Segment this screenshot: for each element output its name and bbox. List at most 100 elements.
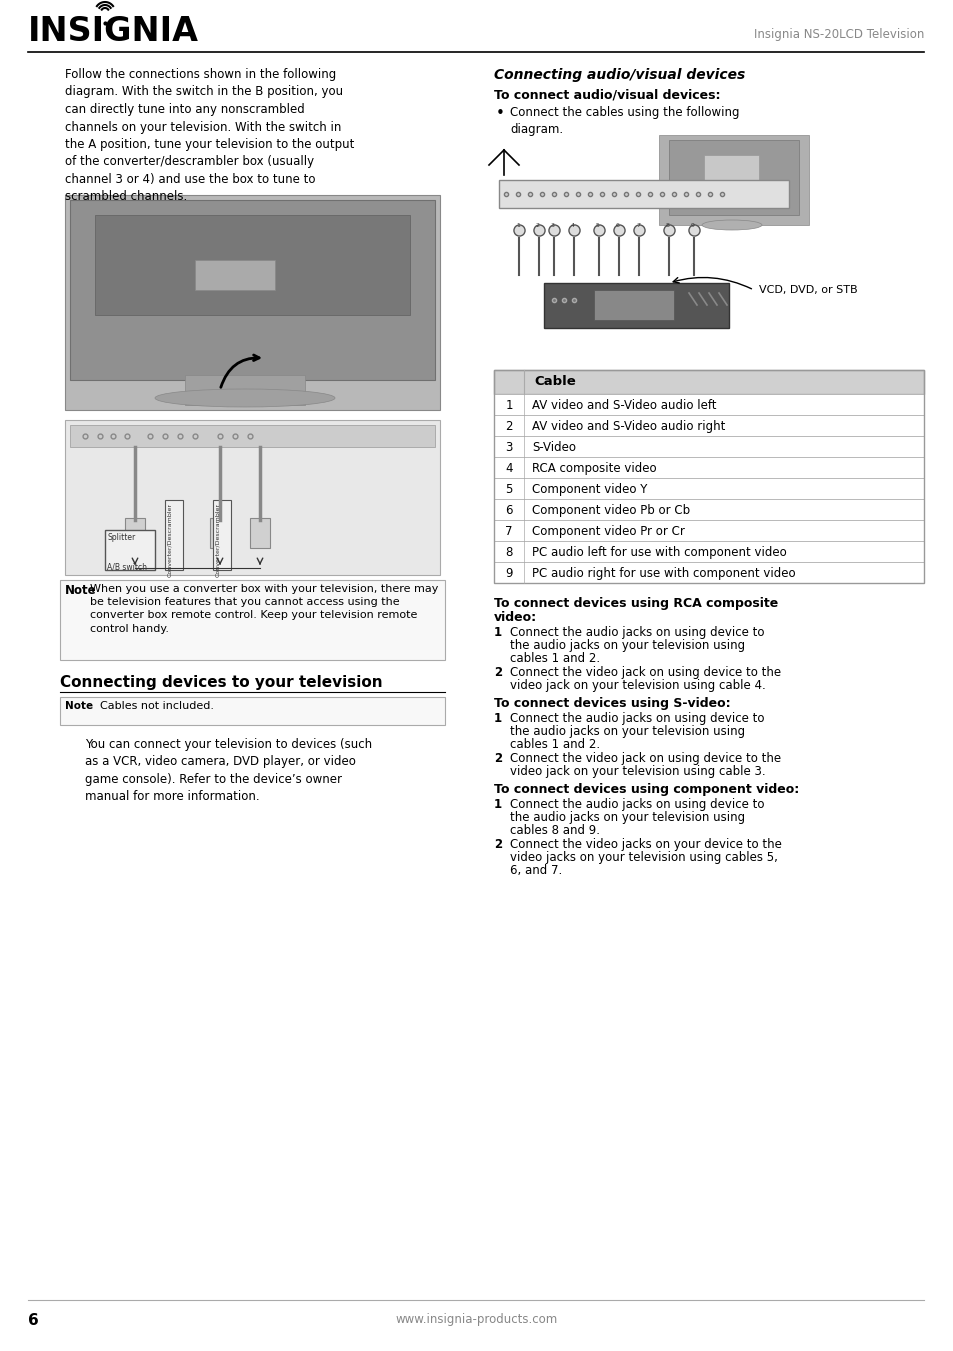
Text: cables 8 and 9.: cables 8 and 9.: [510, 824, 599, 838]
Text: 2: 2: [494, 666, 501, 680]
Text: Connect the video jack on using device to the: Connect the video jack on using device t…: [510, 753, 781, 765]
Text: Splitter: Splitter: [107, 534, 135, 542]
Bar: [194, 259, 274, 290]
Bar: [668, 141, 799, 215]
Ellipse shape: [154, 389, 335, 407]
Bar: [60, 697, 444, 725]
Text: 5: 5: [596, 223, 599, 228]
Text: video jacks on your television using cables 5,: video jacks on your television using cab…: [510, 851, 777, 865]
Text: 4: 4: [571, 223, 575, 228]
Text: www.insignia-products.com: www.insignia-products.com: [395, 1313, 558, 1325]
Text: Connect the video jack on using device to the: Connect the video jack on using device t…: [510, 666, 781, 680]
Text: the audio jacks on your television using: the audio jacks on your television using: [510, 725, 744, 738]
Bar: [125, 517, 145, 549]
Text: 1: 1: [494, 798, 501, 811]
Text: Component video Pb or Cb: Component video Pb or Cb: [532, 504, 689, 517]
Text: 7: 7: [636, 223, 639, 228]
Text: Connect the audio jacks on using device to: Connect the audio jacks on using device …: [510, 798, 763, 811]
Text: Note: Note: [65, 701, 93, 711]
Text: INSIGNIA: INSIGNIA: [28, 15, 199, 49]
Text: video jack on your television using cable 3.: video jack on your television using cabl…: [510, 765, 765, 778]
Bar: [494, 562, 923, 584]
Bar: [65, 420, 439, 576]
Text: cables 1 and 2.: cables 1 and 2.: [510, 738, 599, 751]
Text: 9: 9: [690, 223, 695, 228]
Bar: [703, 155, 759, 185]
Text: Component video Pr or Cr: Component video Pr or Cr: [532, 526, 684, 538]
Text: Connect the video jacks on your device to the: Connect the video jacks on your device t…: [510, 838, 781, 851]
Text: 5: 5: [505, 484, 512, 496]
Text: To connect devices using component video:: To connect devices using component video…: [494, 784, 799, 796]
Text: Converter/Descrambler: Converter/Descrambler: [214, 503, 220, 577]
Text: PC audio left for use with component video: PC audio left for use with component vid…: [532, 546, 786, 559]
Bar: [70, 426, 435, 447]
Text: 6: 6: [616, 223, 619, 228]
Text: 1: 1: [494, 712, 501, 725]
Bar: [494, 394, 923, 415]
Text: To connect audio/visual devices:: To connect audio/visual devices:: [494, 88, 720, 101]
Text: 8: 8: [505, 546, 512, 559]
Bar: [105, 530, 154, 570]
Text: Cables not included.: Cables not included.: [100, 701, 213, 711]
Bar: [70, 200, 435, 380]
Text: You can connect your television to devices (such
as a VCR, video camera, DVD pla: You can connect your television to devic…: [85, 738, 372, 804]
Text: the audio jacks on your television using: the audio jacks on your television using: [510, 811, 744, 824]
Text: RCA composite video: RCA composite video: [532, 462, 656, 476]
Bar: [494, 499, 923, 520]
Text: ™: ™: [182, 18, 192, 27]
Text: Component video Y: Component video Y: [532, 484, 647, 496]
Bar: [60, 580, 444, 661]
Text: cables 1 and 2.: cables 1 and 2.: [510, 653, 599, 665]
Text: 6: 6: [505, 504, 512, 517]
Bar: [95, 215, 410, 315]
Text: 1: 1: [505, 399, 512, 412]
Text: 8: 8: [665, 223, 669, 228]
Text: 2: 2: [494, 753, 501, 765]
Text: To connect devices using S-video:: To connect devices using S-video:: [494, 697, 730, 711]
Text: VCD, DVD, or STB: VCD, DVD, or STB: [759, 285, 857, 295]
Bar: [498, 180, 788, 208]
Text: Connect the cables using the following
diagram.: Connect the cables using the following d…: [510, 105, 739, 136]
Text: 6: 6: [28, 1313, 39, 1328]
Bar: [213, 500, 231, 570]
Bar: [494, 540, 923, 562]
Text: Connect the audio jacks on using device to: Connect the audio jacks on using device …: [510, 712, 763, 725]
Text: video jack on your television using cable 4.: video jack on your television using cabl…: [510, 680, 765, 692]
Text: To connect devices using RCA composite: To connect devices using RCA composite: [494, 597, 778, 611]
Bar: [594, 290, 673, 320]
Text: A/B switch: A/B switch: [107, 562, 147, 571]
Text: AV video and S-Video audio left: AV video and S-Video audio left: [532, 399, 716, 412]
Text: Note: Note: [65, 584, 96, 597]
Text: Connecting devices to your television: Connecting devices to your television: [60, 676, 382, 690]
Bar: [494, 436, 923, 457]
Text: AV video and S-Video audio right: AV video and S-Video audio right: [532, 420, 724, 434]
Text: 2: 2: [505, 420, 512, 434]
Text: Connecting audio/visual devices: Connecting audio/visual devices: [494, 68, 744, 82]
Bar: [185, 376, 305, 405]
Text: 1: 1: [494, 626, 501, 639]
Text: 3: 3: [551, 223, 555, 228]
Text: When you use a converter box with your television, there may
be television featu: When you use a converter box with your t…: [90, 584, 438, 634]
Text: 9: 9: [505, 567, 512, 580]
Bar: [494, 370, 923, 584]
Text: 2: 2: [494, 838, 501, 851]
Bar: [494, 478, 923, 499]
Ellipse shape: [701, 220, 761, 230]
Text: PC audio right for use with component video: PC audio right for use with component vi…: [532, 567, 795, 580]
Text: video:: video:: [494, 611, 537, 624]
Bar: [494, 457, 923, 478]
Bar: [250, 517, 270, 549]
Text: the audio jacks on your television using: the audio jacks on your television using: [510, 639, 744, 653]
Bar: [65, 195, 439, 409]
Text: 6, and 7.: 6, and 7.: [510, 865, 561, 877]
Text: 4: 4: [505, 462, 512, 476]
Text: •: •: [496, 105, 504, 122]
Bar: [659, 135, 808, 226]
Bar: [494, 415, 923, 436]
Bar: [494, 520, 923, 540]
Text: S-Video: S-Video: [532, 440, 576, 454]
Text: Cable: Cable: [534, 376, 576, 388]
Text: 7: 7: [505, 526, 512, 538]
Text: Converter/Descrambler: Converter/Descrambler: [167, 503, 172, 577]
Text: 3: 3: [505, 440, 512, 454]
